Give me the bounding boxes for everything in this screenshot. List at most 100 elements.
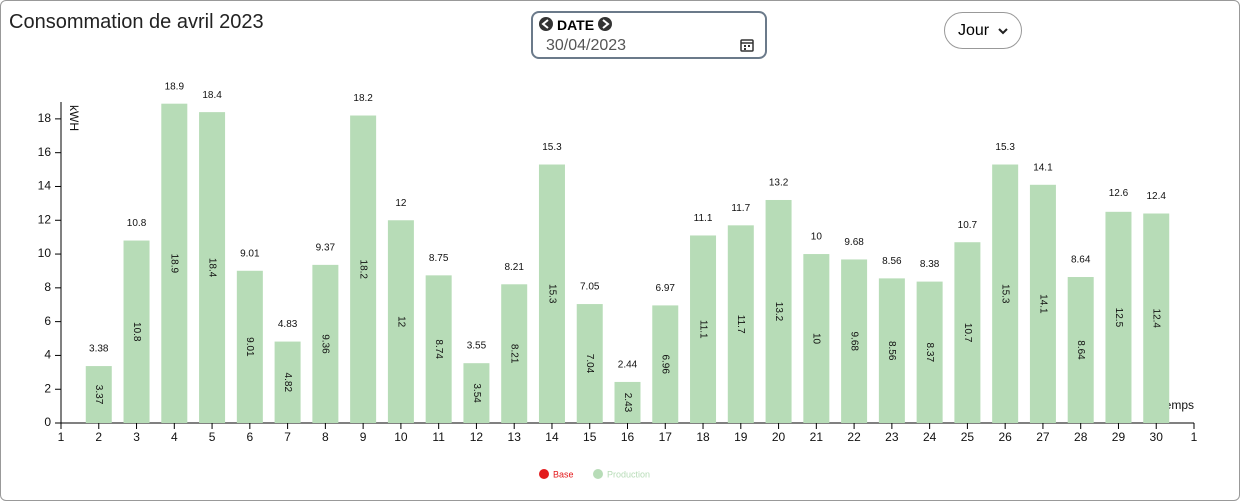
total-label: 12.4: [1146, 191, 1166, 202]
y-tick-label: 16: [38, 145, 52, 159]
total-label: 10: [811, 232, 823, 243]
period-select[interactable]: Jour: [944, 12, 1022, 49]
bar-value-label: 8.21: [509, 344, 520, 364]
bar-value-label: 4.82: [282, 373, 293, 393]
total-label: 10.8: [127, 218, 147, 229]
prev-icon[interactable]: [539, 17, 553, 31]
bar-value-label: 15.3: [546, 284, 557, 304]
total-label: 18.2: [353, 93, 373, 104]
bar-value-label: 8.74: [433, 339, 444, 359]
total-label: 8.38: [920, 259, 940, 270]
legend-label: Production: [607, 469, 650, 479]
y-tick-label: 2: [44, 381, 51, 395]
x-tick-label: 17: [659, 430, 673, 444]
bar: [236, 270, 263, 423]
bar: [1029, 184, 1056, 423]
bar-value-label: 11.7: [735, 315, 746, 334]
bar: [954, 242, 981, 423]
bar-value-label: 3.37: [93, 385, 104, 405]
bar-value-label: 15.3: [1000, 284, 1011, 304]
bar-value-label: 18.9: [169, 254, 180, 274]
bar: [501, 284, 528, 423]
bar: [199, 112, 226, 423]
x-tick-label: 24: [923, 430, 937, 444]
total-label: 9.01: [240, 248, 260, 259]
bar: [841, 259, 868, 423]
x-tick-label: 30: [1150, 430, 1164, 444]
total-label: 12.6: [1109, 188, 1129, 199]
bar: [161, 103, 188, 423]
x-tick-label: 6: [246, 430, 253, 444]
x-tick-label: 27: [1036, 430, 1050, 444]
date-picker[interactable]: DATE 30/04/2023: [531, 11, 767, 59]
bar: [690, 235, 717, 423]
bar: [1067, 277, 1094, 423]
total-label: 9.37: [316, 242, 336, 253]
legend-marker: [539, 469, 549, 479]
bar: [123, 240, 150, 423]
bar-value-label: 11.1: [697, 320, 708, 339]
date-value[interactable]: 30/04/2023: [546, 37, 627, 54]
bar: [614, 381, 641, 423]
period-value: Jour: [958, 22, 990, 39]
x-tick-label: 25: [961, 430, 975, 444]
y-tick-label: 8: [44, 280, 51, 294]
total-label: 15.3: [542, 142, 562, 153]
x-tick-label: 4: [171, 430, 178, 444]
x-tick-label: 3: [133, 430, 140, 444]
x-tick-label: 18: [696, 430, 710, 444]
bar-value-label: 7.04: [584, 354, 595, 374]
total-label: 8.75: [429, 253, 449, 264]
x-tick-label: 10: [394, 430, 408, 444]
bar-value-label: 3.54: [471, 383, 482, 403]
y-axis-label: kWH: [67, 105, 81, 131]
bar: [765, 199, 792, 423]
calendar-icon[interactable]: [740, 38, 754, 52]
chart-title: Consommation de avril 2023: [9, 11, 264, 33]
bar: [274, 341, 301, 423]
bar-value-label: 14.1: [1037, 294, 1048, 314]
total-label: 11.7: [731, 203, 750, 214]
bar-value-label: 6.96: [660, 354, 671, 374]
total-label: 6.97: [656, 283, 676, 294]
bar-value-label: 18.2: [357, 260, 368, 280]
legend-marker: [593, 469, 603, 479]
x-tick-label: 15: [583, 430, 597, 444]
total-label: 15.3: [995, 142, 1015, 153]
bar-value-label: 9.01: [244, 337, 255, 357]
x-tick-label: 11: [432, 430, 445, 444]
bar: [538, 164, 565, 423]
x-tick-label: 1: [58, 430, 65, 444]
bar: [387, 220, 414, 423]
total-label: 9.68: [844, 237, 864, 248]
y-tick-label: 14: [38, 179, 52, 193]
bar-value-label: 9.36: [320, 334, 331, 354]
total-label: 18.9: [165, 81, 185, 92]
bar-value-label: 10.8: [131, 322, 142, 342]
x-tick-label: 16: [621, 430, 635, 444]
total-label: 2.44: [618, 359, 638, 370]
total-label: 3.55: [467, 341, 487, 352]
bar-value-label: 8.64: [1075, 340, 1086, 360]
bar: [1143, 213, 1170, 423]
bar-value-label: 10: [811, 333, 822, 345]
bar: [652, 305, 679, 423]
x-tick-label: 19: [734, 430, 748, 444]
x-tick-label: 20: [772, 430, 786, 444]
x-tick-label: 8: [322, 430, 329, 444]
total-label: 3.38: [89, 344, 109, 355]
x-tick-label: 12: [470, 430, 484, 444]
bar: [463, 363, 490, 423]
bar-value-label: 8.37: [924, 343, 935, 363]
bar-value-label: 12.5: [1113, 308, 1124, 328]
x-tick-label: 13: [508, 430, 522, 444]
y-tick-label: 12: [38, 212, 52, 226]
bar: [916, 281, 943, 423]
total-label: 8.21: [504, 262, 524, 273]
next-icon[interactable]: [598, 17, 612, 31]
x-tick-label: 21: [810, 430, 824, 444]
bar-value-label: 10.7: [962, 323, 973, 343]
y-tick-label: 4: [44, 348, 51, 362]
